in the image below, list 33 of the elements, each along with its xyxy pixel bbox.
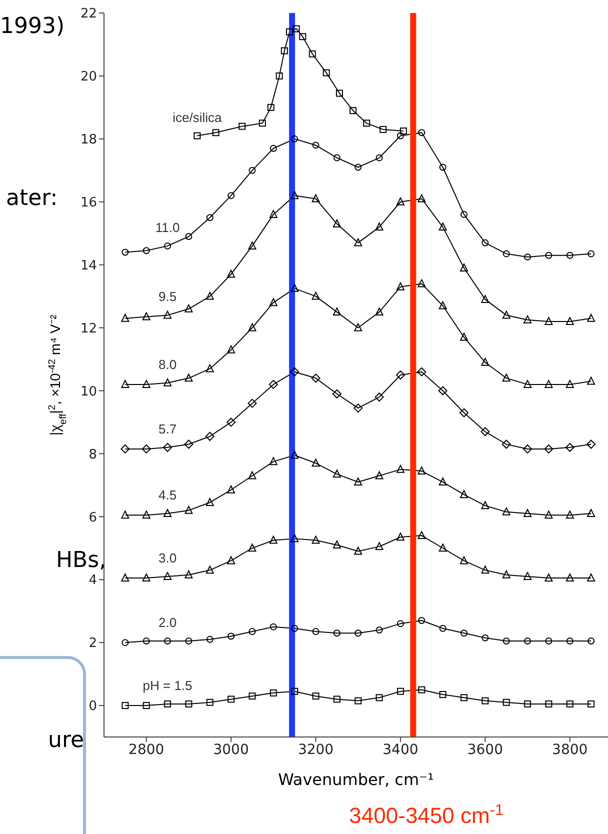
x-tick-label: 3400 — [382, 742, 418, 758]
y-tick-label: 6 — [88, 510, 97, 526]
series-label: 2.0 — [158, 614, 177, 630]
y-tick-label: 18 — [80, 132, 97, 148]
series-label: pH = 1.5 — [142, 678, 192, 693]
series-label: 9.5 — [158, 289, 177, 304]
y-tick-label: 16 — [80, 195, 97, 210]
annotation: HBs, — [56, 548, 106, 573]
x-tick-label: 3600 — [467, 742, 503, 758]
y-tick-label: 2 — [88, 636, 97, 652]
x-axis-title: Wavenumber, cm⁻¹ — [278, 770, 434, 789]
series-label: 5.7 — [158, 421, 177, 436]
text: 1993) — [0, 14, 65, 39]
series-label: 11.0 — [155, 220, 180, 235]
y-tick-label: 0 — [88, 699, 97, 714]
x-tick-label: 3800 — [552, 742, 588, 758]
series-label: 8.0 — [158, 356, 177, 372]
y-tick-label: 12 — [80, 321, 97, 336]
y-tick-label: 10 — [80, 384, 97, 400]
text: ater: — [6, 186, 58, 211]
x-tick-label: 2800 — [128, 742, 164, 758]
text: ure — [48, 728, 84, 753]
y-tick-label: 14 — [80, 258, 97, 274]
y-tick-label: 4 — [88, 573, 97, 588]
x-tick-label: 3000 — [213, 742, 249, 758]
y-tick-label: 22 — [80, 6, 97, 22]
y-tick-label: 20 — [80, 70, 97, 85]
series-label: 4.5 — [158, 488, 177, 503]
x-tick-label: 3200 — [298, 742, 334, 758]
series-label: 3.0 — [158, 550, 177, 566]
ref-line-label: 3400-3450 cm$^{-1}$ — [349, 802, 504, 828]
series-label: ice/silica — [172, 110, 223, 125]
y-tick-label: 8 — [88, 447, 97, 462]
